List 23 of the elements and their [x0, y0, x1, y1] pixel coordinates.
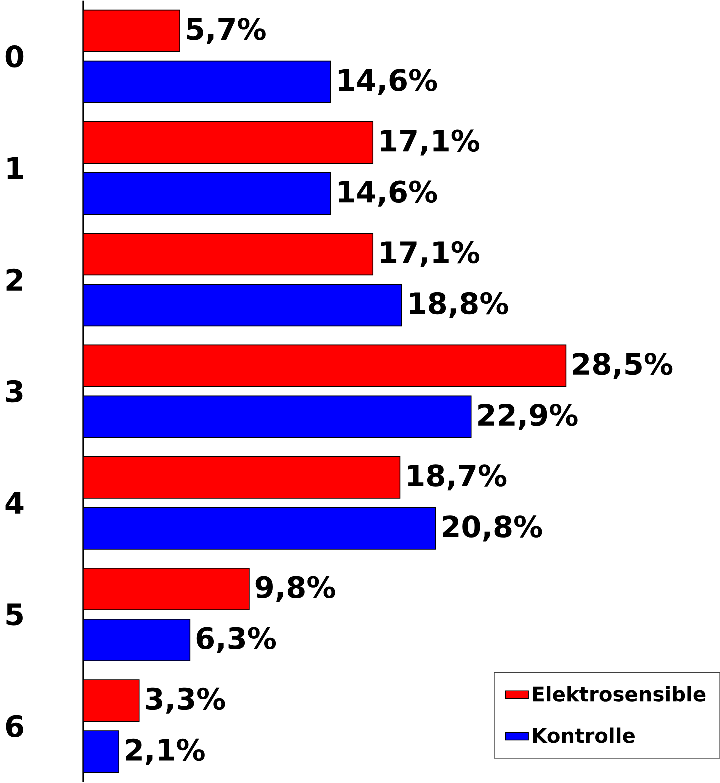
data-label: 17,1% [381, 241, 480, 268]
data-label: 18,7% [408, 464, 507, 491]
y-tick-label: 1 [8, 157, 23, 180]
y-tick-label: 3 [6, 380, 23, 403]
y-tick-label: 6 [6, 715, 24, 738]
y-tick-label: 0 [6, 45, 24, 68]
data-label: 18,8% [410, 292, 508, 318]
data-label: 9,8% [256, 576, 336, 602]
data-label: 14,6% [338, 180, 438, 207]
data-label: 28,5% [573, 352, 673, 380]
data-label: 6,3% [196, 627, 276, 654]
y-tick-label: 2 [6, 268, 22, 291]
data-label: 20,8% [442, 516, 542, 542]
data-label: 14,6% [338, 69, 438, 96]
legend-label: Elektrosensible [533, 686, 706, 702]
y-tick-label: 5 [6, 604, 23, 626]
data-label: 5,7% [187, 18, 266, 44]
data-label: 17,1% [381, 130, 480, 156]
data-label: 3,3% [146, 688, 226, 714]
y-tick-label: 4 [6, 492, 24, 514]
legend-label: Kontrolle [533, 728, 635, 744]
data-label: 2,1% [126, 738, 205, 765]
data-label: 22,9% [478, 404, 578, 430]
